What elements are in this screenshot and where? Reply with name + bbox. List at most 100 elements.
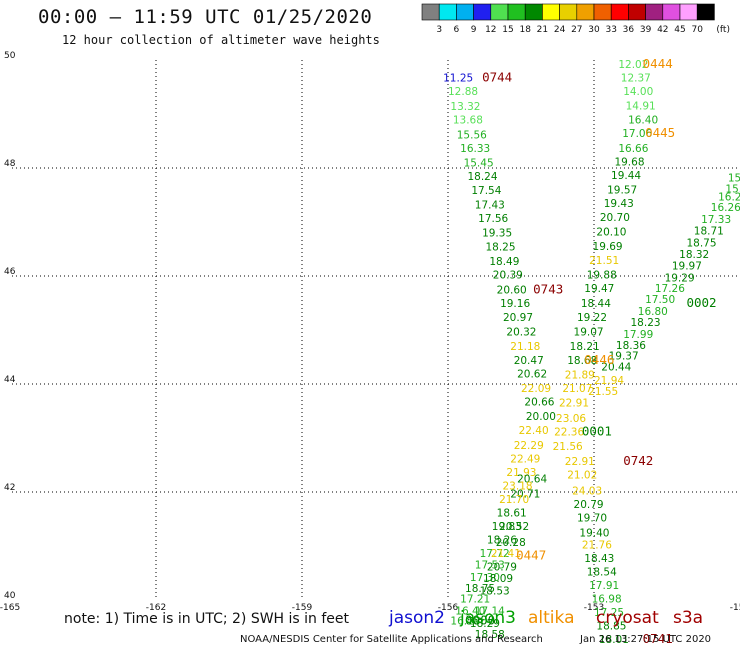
wave-height-label: 16.66 <box>618 143 648 155</box>
pass-time-label: 0002 <box>686 295 716 310</box>
pass-time-label: 0000 <box>465 612 495 627</box>
wave-height-label: 18.75 <box>686 237 716 249</box>
scale-label: 42 <box>657 25 668 35</box>
axis-ticks: -165 -162 -159 -156 -153 -150 40 42 44 46 48 50 <box>0 51 740 613</box>
wave-height-label: 12.02 <box>618 59 648 71</box>
wave-height-label: 21.89 <box>565 370 595 382</box>
wave-height-label: 17.14 <box>475 606 505 618</box>
wave-height-label: 19.40 <box>579 527 609 539</box>
wave-height-label: 21.76 <box>582 540 612 552</box>
wave-height-label: 17.50 <box>645 294 675 306</box>
wave-height-label: 18.71 <box>694 225 724 237</box>
wave-height-label: 19.57 <box>607 184 637 196</box>
wave-height-label: 16.18 <box>450 615 480 627</box>
scale-label: 45 <box>674 25 685 35</box>
wave-height-label: 18.49 <box>489 256 519 268</box>
wave-height-label: 17.72 <box>480 548 510 560</box>
scale-unit: (ft) <box>716 25 730 35</box>
wave-height-label: 22.40 <box>519 425 549 437</box>
footer-note: note: 1) Time is in UTC; 2) SWH is in fe… <box>64 611 350 627</box>
wave-height-label: 21.94 <box>594 375 624 387</box>
y-tick-label: 46 <box>4 267 16 277</box>
wave-height-label: 20.39 <box>493 270 523 282</box>
pass-time-label: 0743 <box>533 281 563 296</box>
wave-height-label: 18.58 <box>475 629 505 641</box>
scale-label: 33 <box>605 25 616 35</box>
wave-height-label: 16.33 <box>460 143 490 155</box>
legend-cryosat: cryosat <box>596 608 659 628</box>
wave-height-label: 22.49 <box>510 453 540 465</box>
y-tick-label: 42 <box>4 483 15 493</box>
x-tick-label: -153 <box>584 603 604 613</box>
wave-height-label: 17.43 <box>475 200 505 212</box>
wave-height-label: 20.97 <box>503 312 533 324</box>
scale-label: 9 <box>471 25 477 35</box>
wave-height-label: 23.18 <box>503 480 533 492</box>
wave-height-label: 18.32 <box>679 249 709 261</box>
wave-height-label: 17.99 <box>623 329 653 341</box>
wave-height-label: 21.56 <box>553 441 583 453</box>
wave-height-label: 18.29 <box>470 618 500 630</box>
wave-height-label: 20.28 <box>496 537 526 549</box>
x-tick-label: -165 <box>0 603 20 613</box>
wave-height-label: 19.29 <box>665 272 695 284</box>
wave-height-label: 18.25 <box>485 242 515 254</box>
scale-label: 18 <box>519 25 531 35</box>
wave-height-label: 18.68 <box>567 355 597 367</box>
y-tick-label: 40 <box>4 591 16 601</box>
wave-height-label: 19.37 <box>609 351 639 363</box>
wave-height-label: 18.43 <box>584 553 614 565</box>
wave-height-label: 20.70 <box>600 212 630 224</box>
color-scale: 3 6 9 12 15 18 21 24 27 30 33 36 39 42 45 70 (ft) <box>421 3 730 35</box>
wave-height-label: 22.29 <box>514 440 544 452</box>
wave-height-label: 20.71 <box>510 488 540 500</box>
y-tick-label: 48 <box>4 159 16 169</box>
scale-label: 12 <box>485 25 496 35</box>
wave-height-label: 18.09 <box>483 573 513 585</box>
legend-jason3: jason3 <box>460 608 516 628</box>
scale-label: 3 <box>436 25 442 35</box>
wave-height-label: 15.45 <box>464 157 494 169</box>
wave-height-label: 19.70 <box>577 513 607 525</box>
wave-height-label: 20.47 <box>514 355 544 367</box>
wave-height-label: 20.66 <box>524 397 554 409</box>
wave-height-label: 17.26 <box>655 283 685 295</box>
wave-height-label: 23.06 <box>556 413 586 425</box>
wave-height-label: 19.88 <box>587 270 617 282</box>
wave-height-label: 18.26 <box>487 534 517 546</box>
wave-height-label: 20.44 <box>601 362 631 374</box>
x-tick-label: -156 <box>438 603 459 613</box>
y-tick-label: 50 <box>4 51 16 61</box>
wave-height-label: 17.30 <box>470 572 500 584</box>
pass-time-label: 0742 <box>623 453 653 468</box>
wave-height-label: 21.51 <box>589 255 619 267</box>
wave-height-label: 15.3 <box>728 173 740 185</box>
wave-height-label: 18.75 <box>465 583 495 595</box>
wave-height-label: 18.85 <box>596 621 626 633</box>
pass-time-label: 0001 <box>582 423 612 438</box>
scale-label: 24 <box>554 25 566 35</box>
wave-height-label: 14.91 <box>626 101 656 113</box>
wave-height-label: 22.09 <box>521 383 551 395</box>
wave-height-label: 22.91 <box>565 456 595 468</box>
wave-height-label: 16.26 <box>711 202 740 214</box>
wave-height-label: 20.79 <box>487 561 517 573</box>
wave-height-label: 18.23 <box>631 317 661 329</box>
wave-height-label: 21.07 <box>562 383 592 395</box>
wave-height-label: 12.37 <box>621 73 651 85</box>
footer-credit: NOAA/NESDIS Center for Satellite Applica… <box>240 634 543 645</box>
wave-height-label: 16.98 <box>592 594 622 606</box>
pass-time-label: 0445 <box>645 125 675 140</box>
x-tick-label: -162 <box>146 603 166 613</box>
x-tick-label: -150 <box>730 603 740 613</box>
chart-title: 00:00 – 11:59 UTC 01/25/2020 <box>38 6 373 28</box>
x-tick-label: -159 <box>292 603 313 613</box>
wave-height-label: 20.10 <box>596 227 626 239</box>
wave-height-label: 19.68 <box>614 156 644 168</box>
wave-height-label: 18.61 <box>497 507 527 519</box>
wave-height-label: 17.25 <box>594 607 624 619</box>
wave-height-label: 13.32 <box>450 101 480 113</box>
scale-label: 21 <box>537 25 548 35</box>
